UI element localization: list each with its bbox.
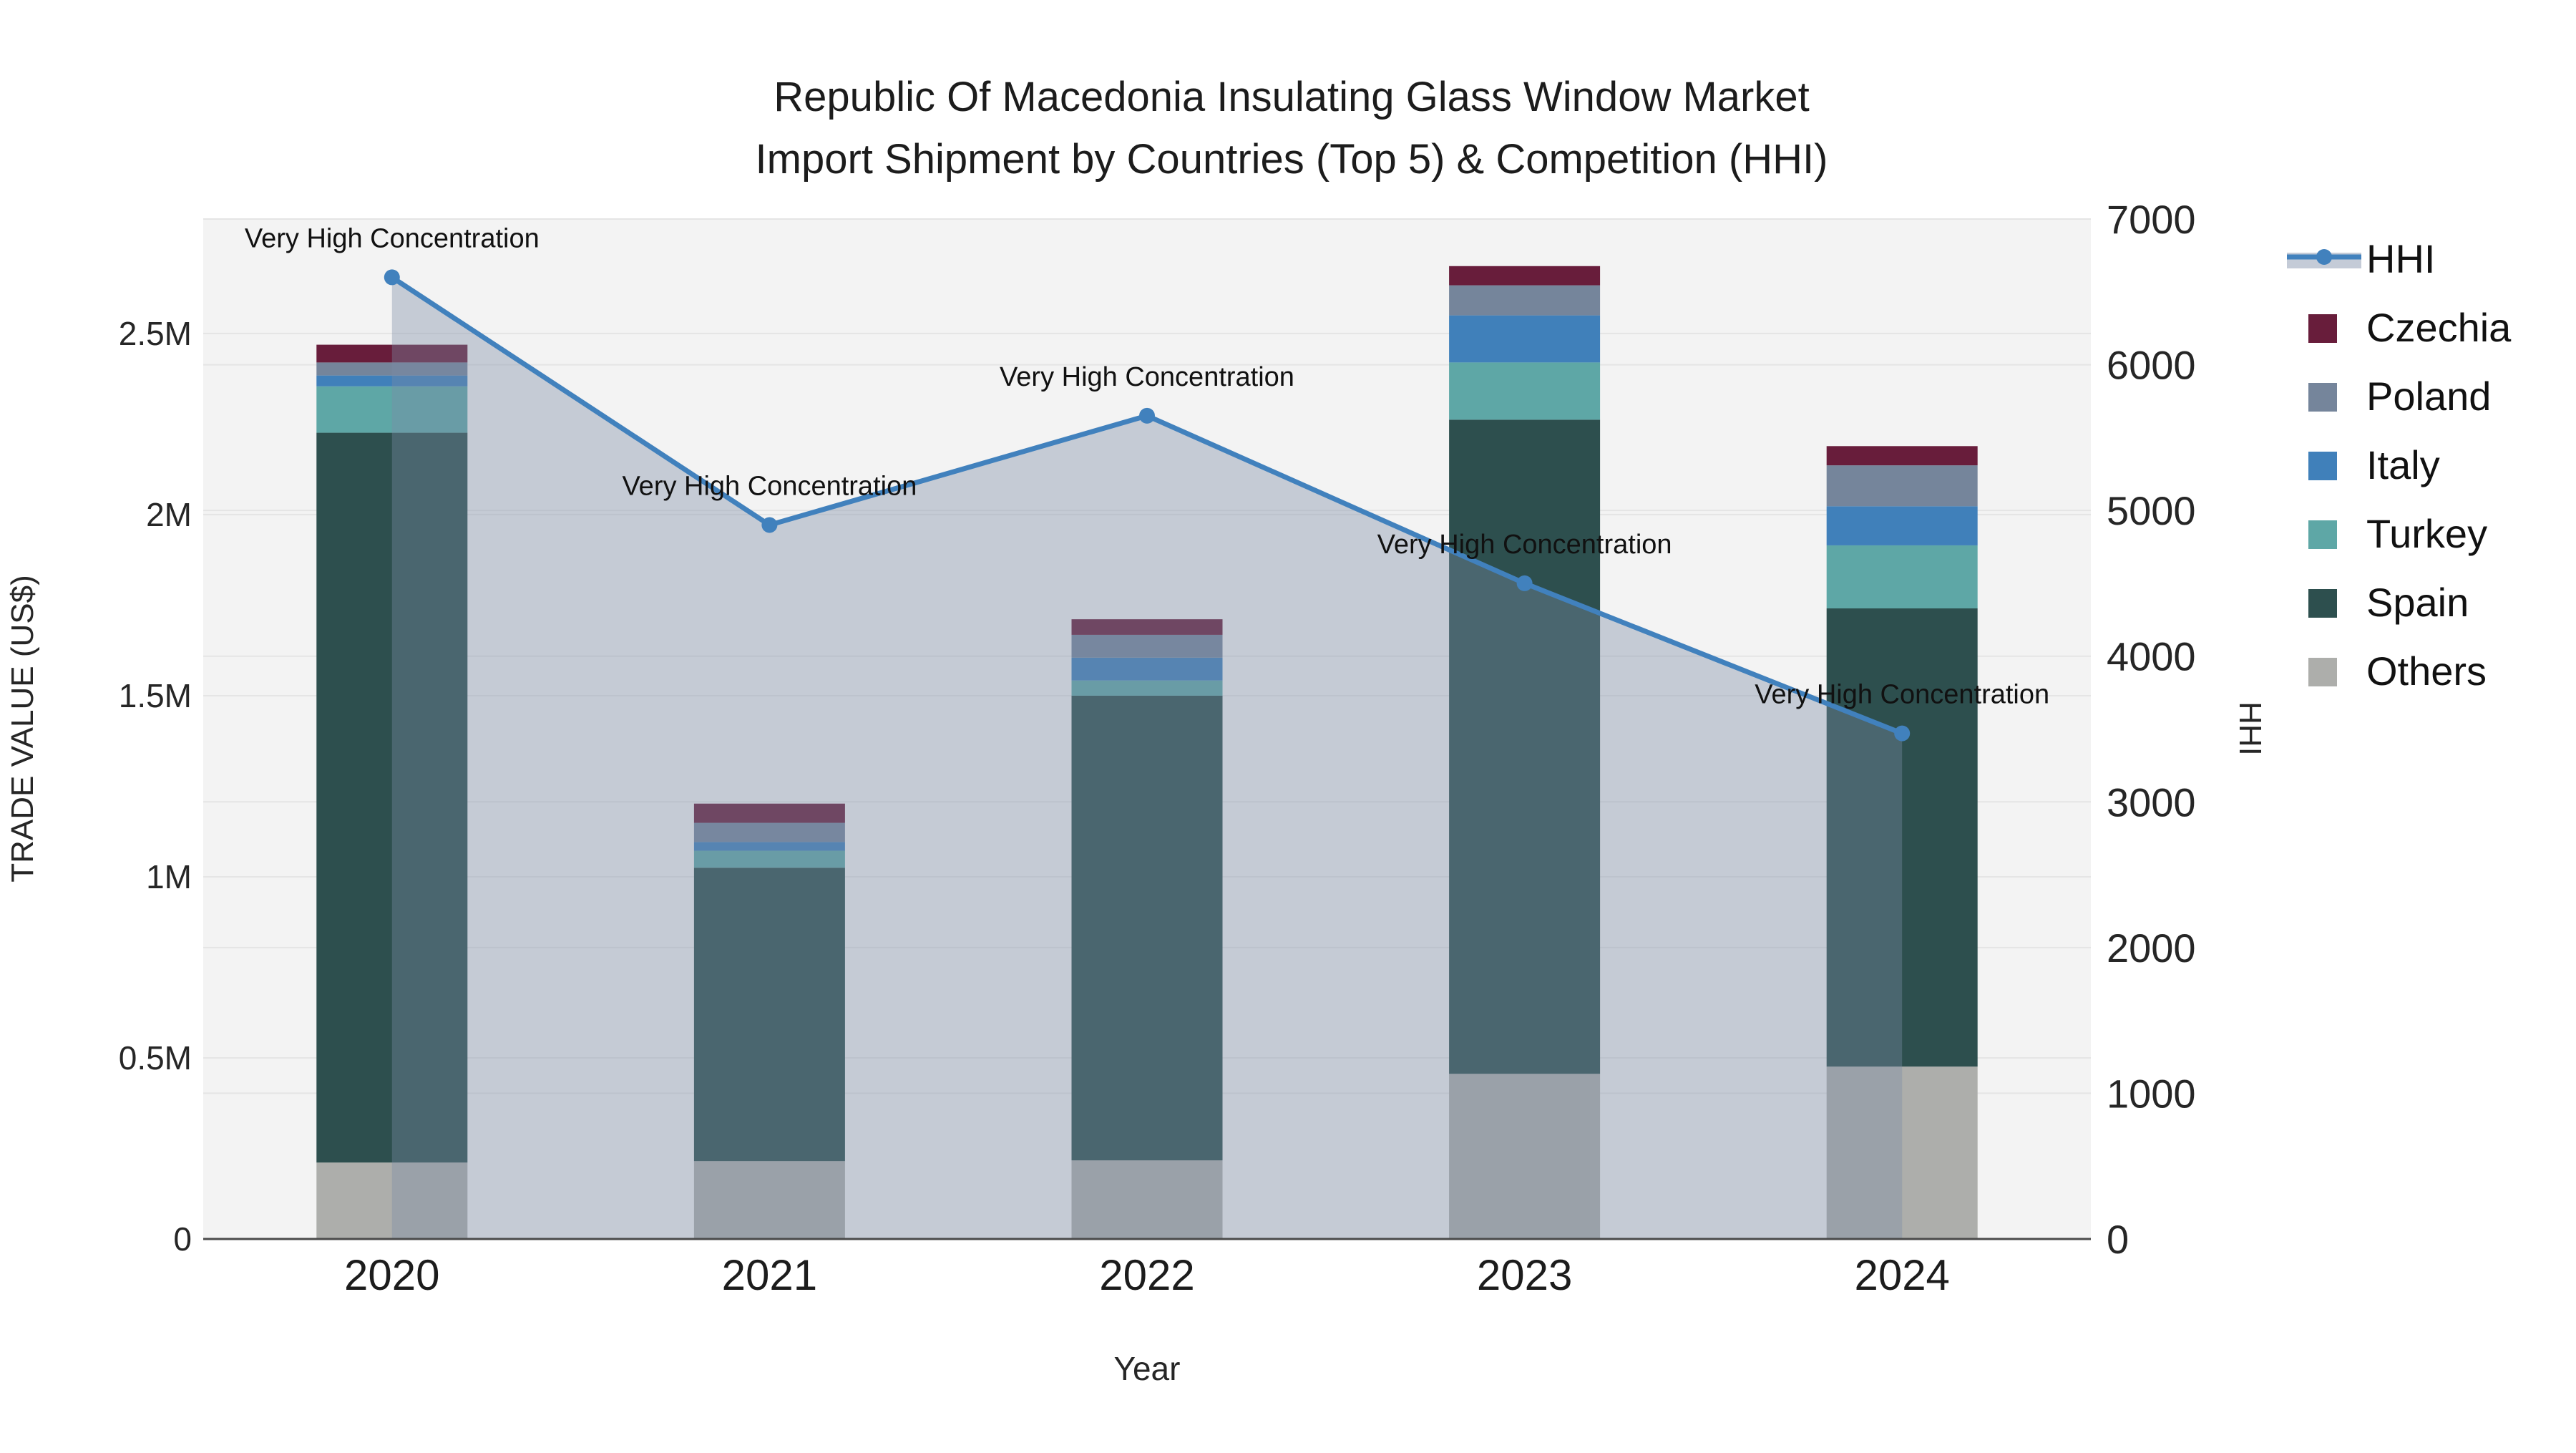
x-tick-2022: 2022 <box>1099 1251 1194 1299</box>
bar-segment-turkey-2023 <box>1449 362 1601 420</box>
bar-segment-spain-2020 <box>316 432 468 1163</box>
legend-item-spain[interactable]: Spain <box>2308 580 2469 625</box>
legend-label-spain: Spain <box>2366 580 2469 625</box>
y-right-tick-3000: 3000 <box>2107 779 2196 825</box>
bar-segment-italy-2024 <box>1826 506 1978 545</box>
bar-segment-spain-2023 <box>1449 419 1601 1074</box>
bar-segment-italy-2023 <box>1449 315 1601 363</box>
legend-label-turkey: Turkey <box>2366 511 2487 556</box>
x-tick-2020: 2020 <box>344 1251 439 1299</box>
hhi-annotation-2021: Very High Concentration <box>622 472 917 502</box>
stacked-bars-layer <box>316 266 1978 1239</box>
bar-segment-others-2020 <box>316 1162 468 1239</box>
bar-segment-turkey-2021 <box>693 850 845 868</box>
bar-segment-czechia-2023 <box>1449 266 1601 286</box>
legend: HHI Czechia Poland Italy Turkey Spain Others <box>2287 236 2512 694</box>
bar-segment-poland-2021 <box>693 822 845 842</box>
bar-segment-italy-2021 <box>693 842 845 851</box>
legend-item-czechia[interactable]: Czechia <box>2308 305 2512 350</box>
legend-label-czechia: Czechia <box>2366 305 2512 350</box>
legend-item-poland[interactable]: Poland <box>2308 374 2491 419</box>
y-left-tick-0: 0 <box>173 1220 192 1258</box>
legend-item-turkey[interactable]: Turkey <box>2308 511 2487 556</box>
bar-segment-czechia-2021 <box>693 803 845 823</box>
legend-swatch-poland <box>2308 383 2337 412</box>
legend-label-others: Others <box>2366 648 2487 694</box>
hhi-area-fill <box>391 277 1903 1239</box>
bar-segment-others-2021 <box>693 1161 845 1239</box>
legend-label-poland: Poland <box>2366 374 2491 419</box>
bar-segment-poland-2022 <box>1071 634 1223 658</box>
legend-swatch-turkey <box>2308 520 2337 549</box>
legend-item-others[interactable]: Others <box>2308 648 2487 694</box>
hhi-marker-2023 <box>1516 575 1533 591</box>
hhi-marker-2021 <box>761 517 778 533</box>
legend-swatch-spain <box>2308 589 2337 618</box>
y-left-tick-1M: 1M <box>146 858 192 895</box>
hhi-annotation-2020: Very High Concentration <box>245 223 540 253</box>
bar-segment-spain-2021 <box>693 868 845 1162</box>
bar-segment-spain-2022 <box>1071 695 1223 1161</box>
bar-segment-poland-2024 <box>1826 465 1978 507</box>
y-left-tick-0.5M: 0.5M <box>119 1039 192 1077</box>
y-left-tick-2.5M: 2.5M <box>119 315 192 352</box>
bar-segment-czechia-2024 <box>1826 446 1978 466</box>
legend-swatch-others <box>2308 658 2337 686</box>
legend-label-italy: Italy <box>2366 442 2440 487</box>
hhi-marker-2024 <box>1894 725 1911 742</box>
bar-segment-others-2023 <box>1449 1074 1601 1239</box>
chart-title-line1: Republic Of Macedonia Insulating Glass W… <box>774 74 1809 120</box>
hhi-annotation-2023: Very High Concentration <box>1377 530 1672 560</box>
bar-segment-italy-2020 <box>316 375 468 387</box>
bar-segment-poland-2020 <box>316 362 468 376</box>
legend-item-italy[interactable]: Italy <box>2308 442 2440 487</box>
x-tick-2024: 2024 <box>1854 1251 1949 1299</box>
y-left-tick-1.5M: 1.5M <box>119 677 192 714</box>
annotation-layer: Very High Concentration Very High Concent… <box>245 223 2049 709</box>
y-right-tick-7000: 7000 <box>2107 197 2196 242</box>
hhi-area-fill-layer <box>391 277 1903 1239</box>
legend-item-hhi[interactable]: HHI <box>2287 236 2435 281</box>
y-right-tick-1000: 1000 <box>2107 1071 2196 1116</box>
y-left-tick-2M: 2M <box>146 496 192 533</box>
y-right-tick-4000: 4000 <box>2107 634 2196 679</box>
hhi-marker-2020 <box>384 269 400 286</box>
bar-segment-turkey-2024 <box>1826 545 1978 608</box>
bar-segment-turkey-2020 <box>316 386 468 433</box>
chart-title-line2: Import Shipment by Countries (Top 5) & C… <box>756 136 1828 183</box>
bar-segment-spain-2024 <box>1826 608 1978 1067</box>
hhi-annotation-2022: Very High Concentration <box>1000 362 1294 392</box>
bar-segment-italy-2022 <box>1071 657 1223 681</box>
bar-segment-czechia-2022 <box>1071 619 1223 635</box>
legend-hhi-marker-sample <box>2316 249 2332 265</box>
hhi-annotation-2024: Very High Concentration <box>1755 680 2049 710</box>
tick-label-layer: 0 0.5M 1M 1.5M 2M 2.5M 0 1000 2000 3000 4000 5000 60… <box>119 197 2196 1299</box>
legend-swatch-czechia <box>2308 314 2337 343</box>
y-axis-title-left: TRADE VALUE (US$) <box>5 575 40 883</box>
bar-segment-turkey-2022 <box>1071 680 1223 696</box>
hhi-marker-2022 <box>1139 407 1155 424</box>
bar-segment-czechia-2020 <box>316 344 468 363</box>
x-axis-title: Year <box>1114 1350 1181 1387</box>
bar-segment-poland-2023 <box>1449 285 1601 316</box>
y-right-tick-0: 0 <box>2107 1217 2129 1262</box>
y-right-tick-5000: 5000 <box>2107 488 2196 533</box>
legend-swatch-italy <box>2308 452 2337 480</box>
y-right-tick-6000: 6000 <box>2107 343 2196 388</box>
x-tick-2021: 2021 <box>722 1251 817 1299</box>
bar-segment-others-2022 <box>1071 1160 1223 1239</box>
y-axis-title-right: HHI <box>2233 701 2268 756</box>
x-tick-2023: 2023 <box>1477 1251 1572 1299</box>
legend-label-hhi: HHI <box>2366 236 2435 281</box>
y-right-tick-2000: 2000 <box>2107 925 2196 971</box>
bar-segment-others-2024 <box>1826 1066 1978 1239</box>
hhi-line-layer <box>384 269 1911 742</box>
